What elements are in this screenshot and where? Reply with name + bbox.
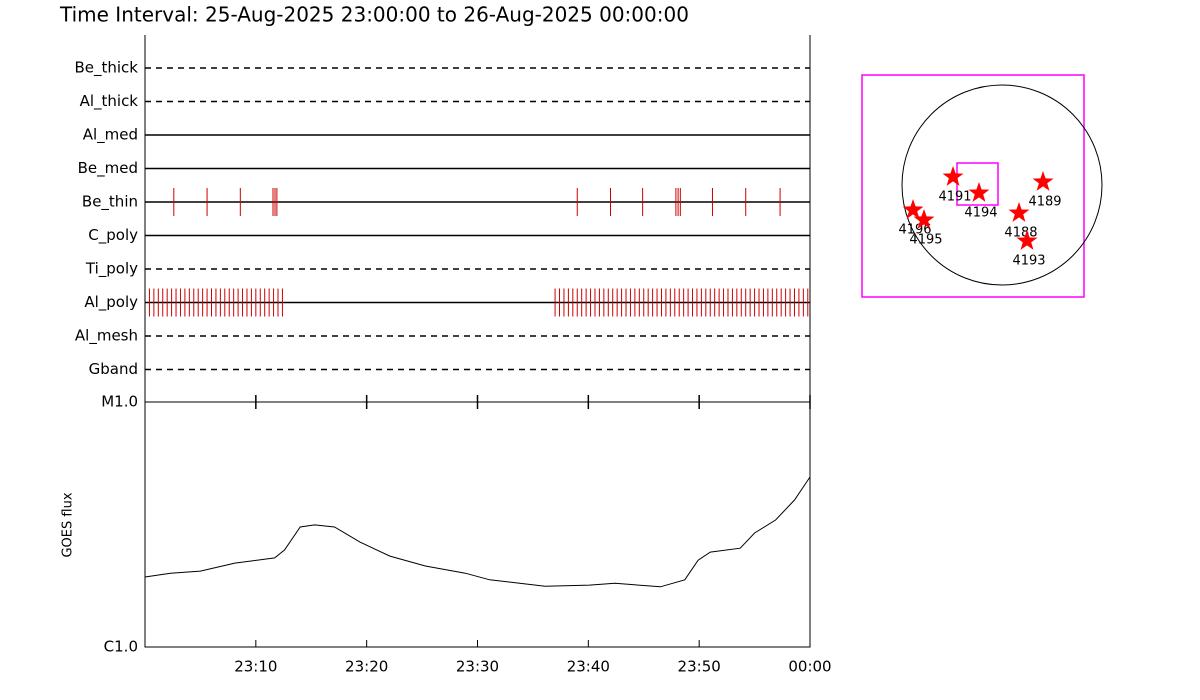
region-star (1032, 171, 1054, 191)
y-axis-label: GOES flux (61, 492, 76, 557)
region-star (913, 209, 935, 229)
row-label: Al_mesh (75, 327, 138, 346)
region-label: 4196 (898, 223, 931, 238)
row-label: Be_med (78, 159, 138, 178)
region-label: 4195 (909, 233, 942, 248)
x-tick-label: 23:20 (345, 658, 388, 676)
row-label: Be_thin (82, 193, 138, 212)
chart-title: Time Interval: 25-Aug-2025 23:00:00 to 2… (59, 3, 689, 27)
x-tick-label: 23:30 (456, 658, 499, 676)
row-label: C_poly (88, 226, 138, 245)
region-star (1008, 202, 1030, 222)
row-label: Al_poly (84, 293, 138, 312)
x-tick-label: 00:00 (788, 658, 831, 676)
goes-frame (144, 401, 811, 648)
region-label: 4189 (1028, 194, 1061, 209)
region-star (968, 182, 990, 202)
region-star (942, 166, 964, 186)
x-tick-label: 23:10 (234, 658, 277, 676)
y-tick-label: M1.0 (101, 393, 138, 411)
region-label: 4191 (938, 189, 971, 204)
region-star (1016, 230, 1038, 250)
x-tick-label: 23:40 (567, 658, 610, 676)
region-label: 4193 (1012, 254, 1045, 269)
row-label: Be_thick (74, 59, 138, 78)
solar-disk (901, 84, 1103, 286)
map-frame (861, 74, 1085, 298)
row-label: Ti_poly (85, 260, 138, 279)
x-tick-label: 23:50 (678, 658, 721, 676)
goes-line (144, 476, 811, 588)
row-label: Al_med (83, 126, 138, 145)
y-tick-label: C1.0 (104, 638, 138, 656)
row-label: Al_thick (80, 92, 139, 111)
region-star (902, 199, 924, 219)
row-label: Gband (89, 360, 138, 378)
region-label: 4194 (964, 206, 997, 221)
